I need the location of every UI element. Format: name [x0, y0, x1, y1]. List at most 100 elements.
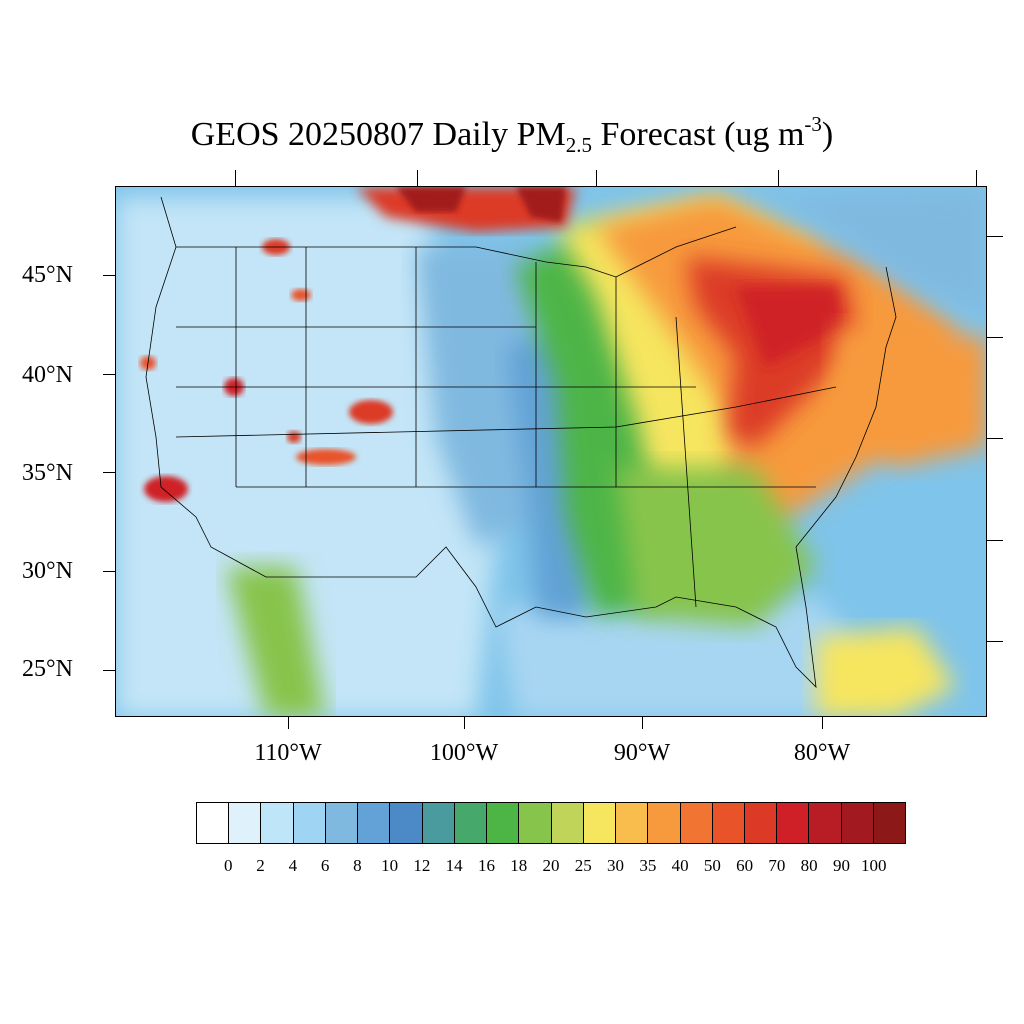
colorbar-label: 12 [413, 856, 431, 875]
colorbar-label: 80 [800, 856, 818, 875]
colorbar-label: 40 [671, 856, 689, 875]
colorbar-box [454, 803, 488, 843]
colorbar-label: 25 [574, 856, 592, 875]
title-middle: Forecast (ug m [591, 116, 805, 153]
title-subscript: 2.5 [565, 133, 592, 157]
atlantic-blue [766, 187, 986, 317]
canada-border [176, 226, 737, 278]
colorbar [196, 802, 906, 844]
tick-right-5 [987, 641, 1003, 642]
colorbar-label: 16 [477, 856, 495, 875]
colorbar-label: 6 [320, 856, 330, 875]
colorbar-box [648, 803, 681, 843]
canada-smoke-core-2 [516, 187, 566, 222]
atlantic-plume [836, 327, 986, 467]
fire-arizona [296, 449, 356, 465]
tick-top-4 [778, 170, 779, 186]
tick-bottom-90 [642, 717, 643, 729]
colorbar-box [422, 803, 455, 843]
tick-left-30 [103, 571, 115, 572]
canada-smoke-core [396, 187, 466, 212]
tick-top-1 [235, 170, 236, 186]
lon-label-90w: 90°W [613, 740, 671, 766]
tick-bottom-110 [288, 717, 289, 729]
lat-label-25: 25°N [22, 656, 73, 682]
fire-socal [144, 476, 188, 502]
colorbar-box [229, 803, 262, 843]
lat-label-45: 45°N [22, 262, 73, 288]
state-lines-vertical [235, 247, 697, 608]
colorbar-box [551, 803, 584, 843]
colorbar-label: 10 [381, 856, 399, 875]
tick-top-3 [596, 170, 597, 186]
title-superscript: -3 [804, 112, 822, 136]
colorbar-label: 2 [256, 856, 265, 875]
colorbar-box [325, 803, 359, 843]
colorbar-box [873, 803, 906, 843]
colorbar-box [777, 803, 810, 843]
lon-label-100w: 100°W [429, 740, 499, 766]
colorbar-box [293, 803, 326, 843]
title-prefix: GEOS 20250807 Daily PM [190, 116, 566, 153]
tick-left-25 [103, 670, 115, 671]
colorbar-box [680, 803, 713, 843]
colorbar-label: 20 [542, 856, 560, 875]
colorbar-box [809, 803, 842, 843]
colorbar-label: 35 [639, 856, 657, 875]
tick-right-1 [987, 236, 1003, 237]
tick-top-5 [976, 170, 977, 186]
tick-right-3 [987, 438, 1003, 439]
gulf-region [496, 597, 876, 716]
state-lines-horizontal [175, 326, 837, 488]
title-suffix: ) [821, 116, 834, 153]
colorbar-label: 18 [510, 856, 528, 875]
fire-colorado [349, 400, 393, 424]
tick-left-45 [103, 275, 115, 276]
state-boundaries [145, 196, 897, 689]
colorbar-label: 60 [736, 856, 754, 875]
colorbar-label: 50 [703, 856, 721, 875]
northeast-core [736, 287, 841, 367]
southeast-green [616, 467, 816, 627]
colorbar-label: 14 [445, 856, 463, 875]
fire-utah [287, 431, 301, 443]
colorbar-label: 90 [832, 856, 850, 875]
pm25-field [116, 187, 986, 716]
lon-label-80w: 80°W [793, 740, 851, 766]
lat-label-40: 40°N [22, 362, 73, 388]
colorbar-box [616, 803, 649, 843]
colorbar-box [197, 803, 230, 843]
colorbar-box [583, 803, 617, 843]
lat-label-35: 35°N [22, 460, 73, 486]
tick-right-2 [987, 337, 1003, 338]
colorbar-box [519, 803, 552, 843]
tick-left-35 [103, 472, 115, 473]
map-svg [116, 187, 986, 716]
coastline-path [145, 196, 897, 689]
colorbar-label: 70 [768, 856, 786, 875]
mexico-green [226, 567, 326, 716]
colorbar-label: 30 [607, 856, 625, 875]
colorbar-label: 8 [353, 856, 362, 875]
tick-right-4 [987, 540, 1003, 541]
map-title: GEOS 20250807 Daily PM2.5 Forecast (ug m… [0, 112, 1024, 158]
lon-label-110w: 110°W [254, 740, 322, 766]
colorbar-box [261, 803, 294, 843]
colorbar-box [390, 803, 423, 843]
colorbar-box [744, 803, 778, 843]
colorbar-label: 4 [288, 856, 298, 875]
lat-label-30: 30°N [22, 558, 73, 584]
colorbar-label: 0 [224, 856, 233, 875]
colorbar-box [487, 803, 520, 843]
colorbar-label: 100 [860, 856, 887, 875]
tick-top-2 [417, 170, 418, 186]
tick-bottom-80 [822, 717, 823, 729]
pm25-map [115, 186, 987, 717]
tick-left-40 [103, 374, 115, 375]
tick-bottom-100 [464, 717, 465, 729]
colorbar-box [358, 803, 391, 843]
colorbar-box [841, 803, 874, 843]
colorbar-box [712, 803, 745, 843]
fire-montana [291, 289, 311, 301]
bahamas-yellow [816, 627, 956, 716]
